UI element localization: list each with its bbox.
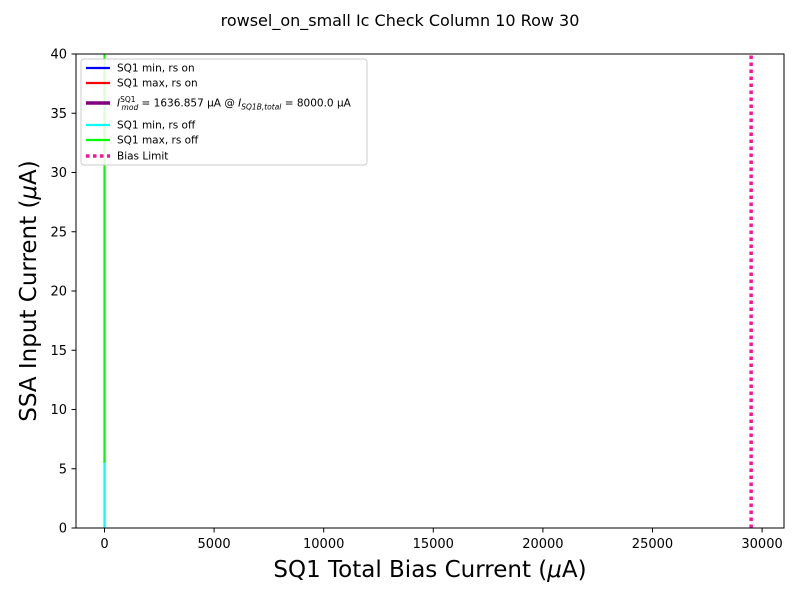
legend-entry-5: Bias Limit [117,151,168,163]
x-tick-label: 30000 [741,537,782,552]
x-axis-label-unit: A) [562,557,587,583]
y-tick-label: 0 [59,522,67,537]
x-axis-label-text: SQ1 Total Bias Current ( [273,557,547,583]
y-tick-label: 40 [50,48,67,63]
x-tick-label: 0 [100,537,108,552]
x-axis-ticks: 0 5000 10000 15000 20000 25000 30000 [100,528,783,552]
x-tick-label: 10000 [303,537,344,552]
chart-title: rowsel_on_small Ic Check Column 10 Row 3… [221,11,580,31]
legend-entry-3: SQ1 min, rs off [117,120,196,132]
y-axis-label-unit: A) [16,160,42,185]
y-tick-label: 30 [50,166,67,181]
legend-box [80,58,368,166]
x-axis-label-mu: μ [546,557,562,583]
y-axis-label: SSA Input Current (μA) [16,160,42,422]
legend-entry-4: SQ1 max, rs off [117,135,199,147]
legend-items: SQ1 min, rs on SQ1 max, rs on ISQ1 mod = 16… [86,63,352,163]
y-tick-label: 10 [50,403,67,418]
y-tick-label: 35 [50,107,67,122]
y-tick-label: 20 [50,285,67,300]
y-axis-label-text: SSA Input Current ( [16,200,42,422]
x-tick-label: 25000 [632,537,673,552]
x-tick-label: 5000 [198,537,231,552]
y-tick-label: 15 [50,344,67,359]
legend-entry-2: ISQ1 mod = 1636.857 μA @ ISQ1B,total = 80… [117,95,352,112]
y-tick-label: 25 [50,225,67,240]
y-axis-label-mu: μ [16,185,42,201]
legend-entry-0: SQ1 min, rs on [117,63,195,75]
x-tick-label: 20000 [522,537,563,552]
y-axis-ticks: 0 5 10 15 20 25 30 35 40 [50,48,76,537]
x-tick-label: 15000 [413,537,454,552]
legend-entry-1: SQ1 max, rs on [117,78,198,90]
legend: SQ1 min, rs on SQ1 max, rs on ISQ1 mod = 16… [80,58,368,166]
x-axis-label: SQ1 Total Bias Current (μA) [273,557,586,583]
y-tick-label: 5 [59,462,67,477]
